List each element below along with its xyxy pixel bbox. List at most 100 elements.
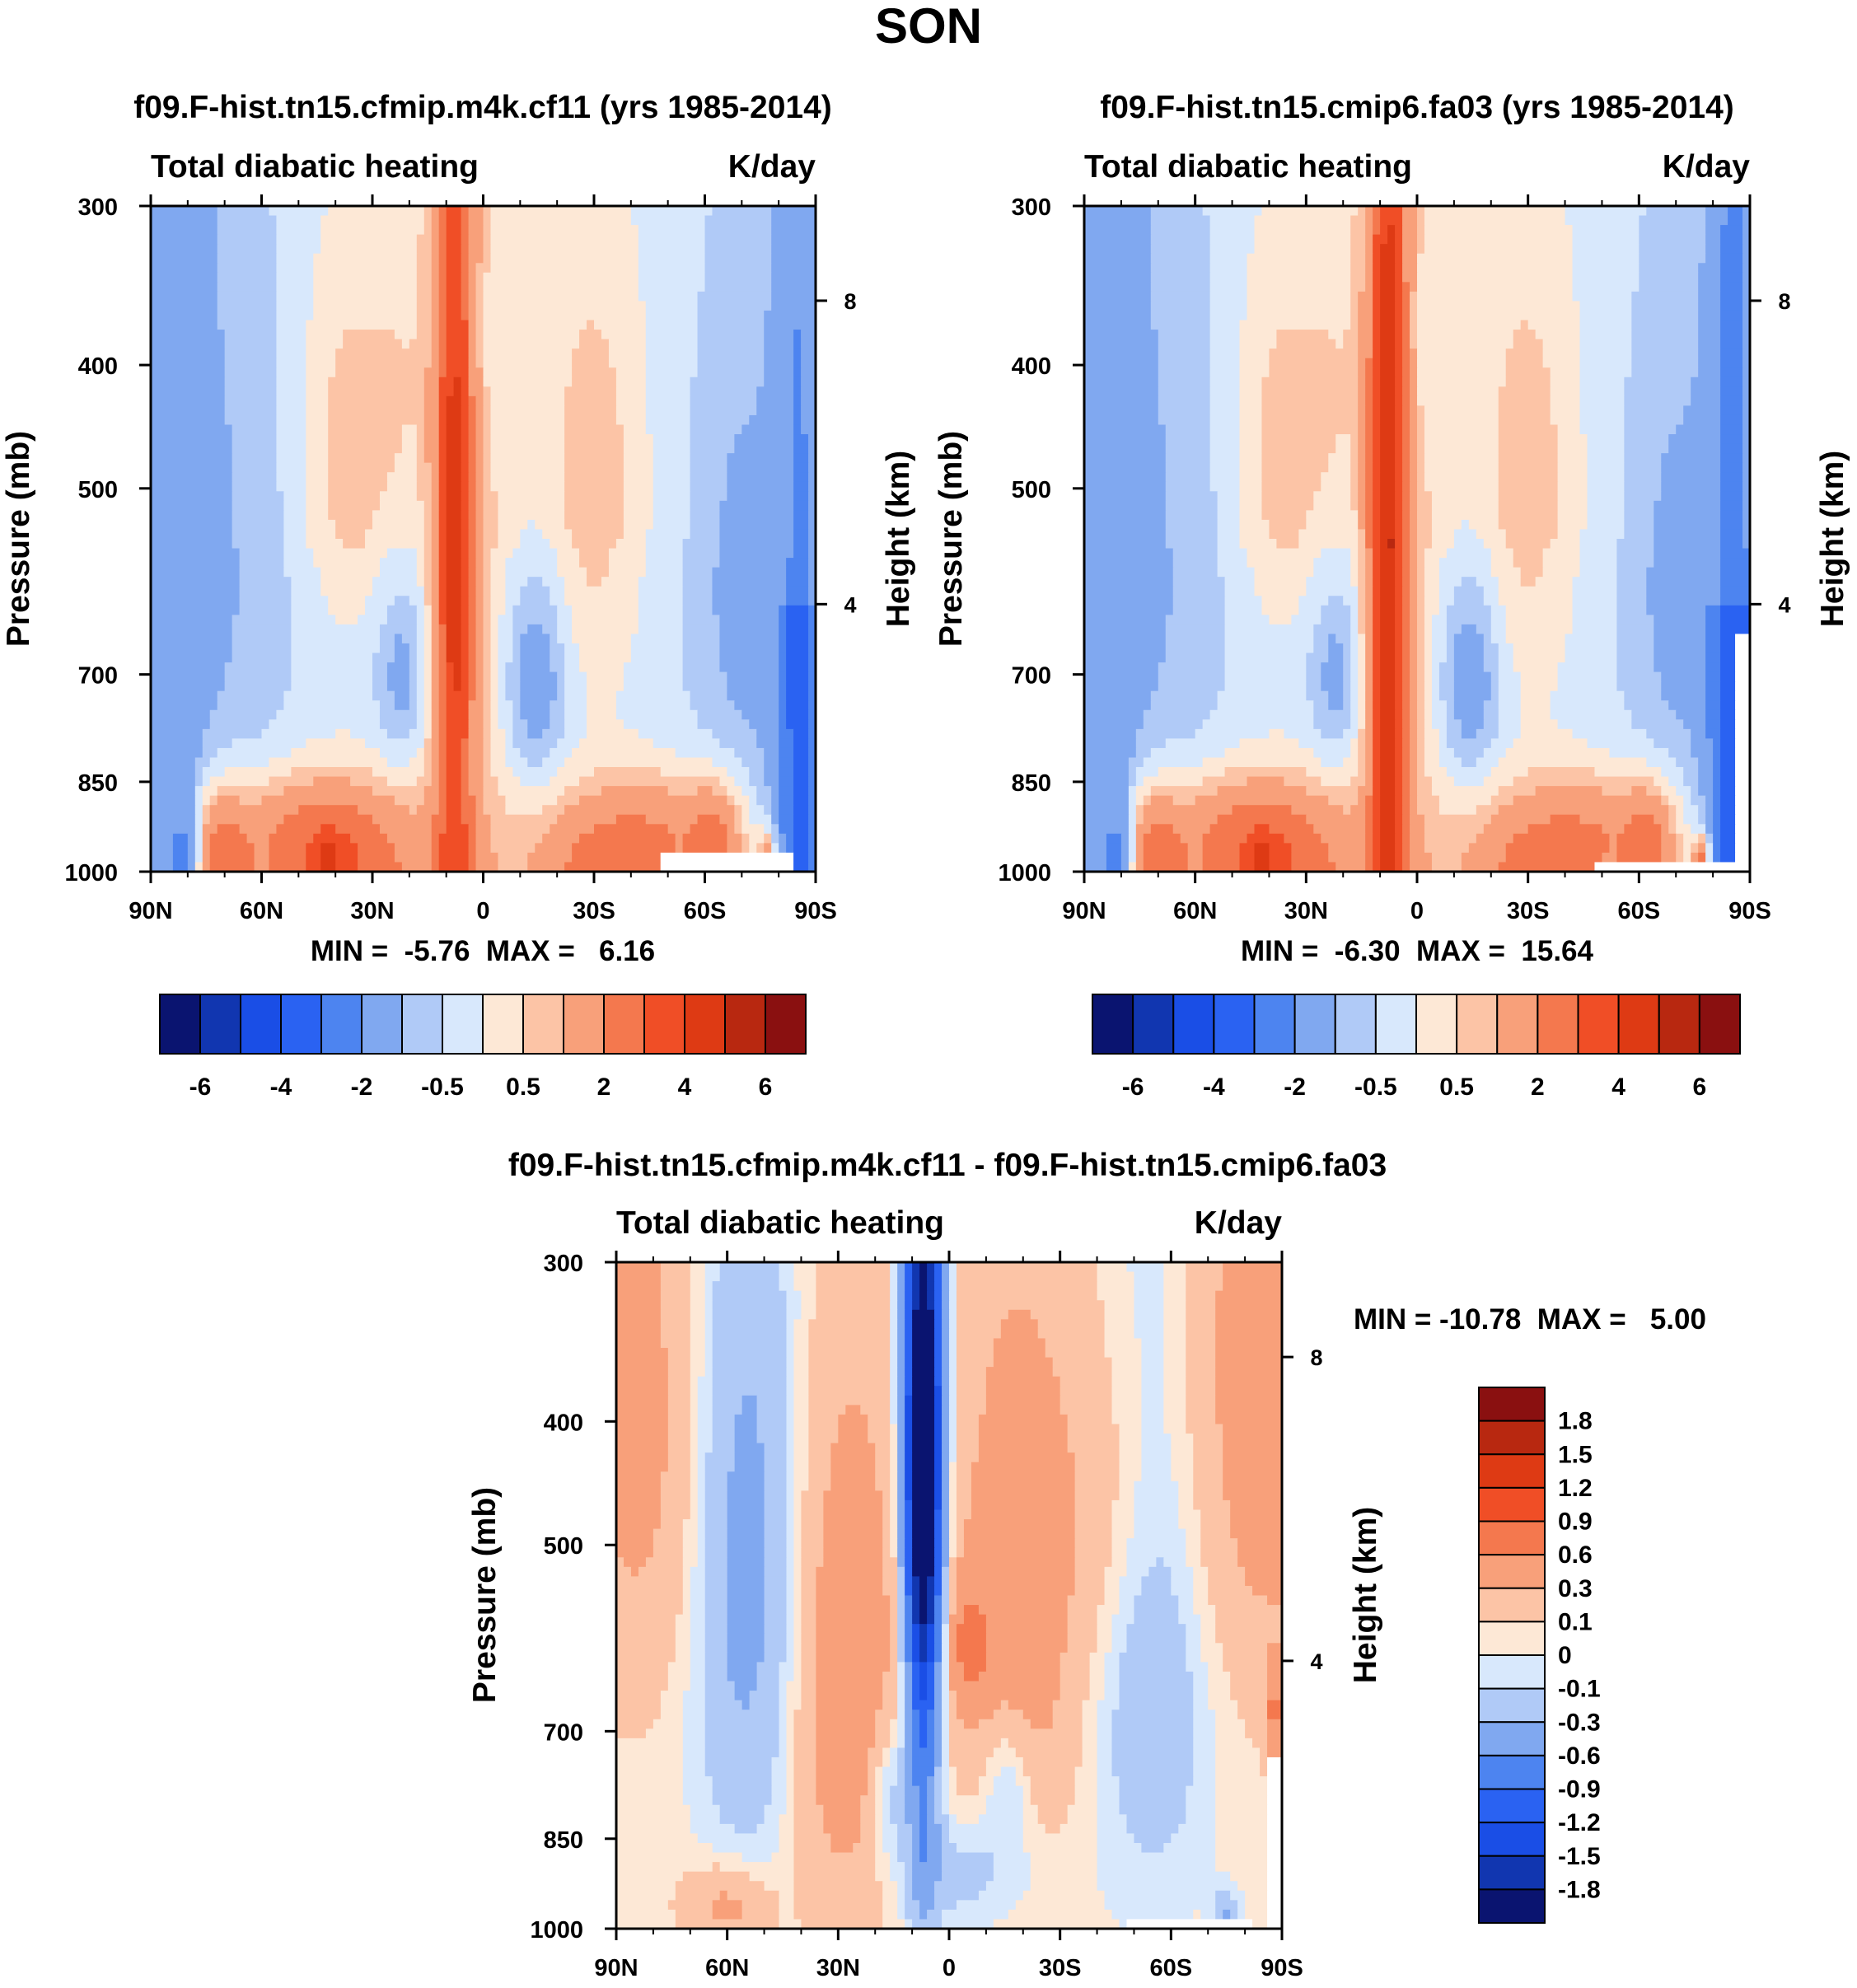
panel-a-colorbar-label: 4 [678,1074,692,1101]
panel-c-contour-cell [985,1624,1069,1635]
panel-c-contour-cell [927,1605,935,1616]
panel-a-contour-cell [483,500,499,511]
panel-a-contour-cell [409,671,418,682]
panel-b-contour-cell [1373,843,1381,854]
panel-b-contour-cell [1417,453,1425,464]
panel-b-contour-cell [1498,577,1522,587]
panel-b-contour-cell [1654,548,1721,559]
panel-b-contour-cell [1417,662,1425,673]
panel-c-contour-cell [808,1386,891,1396]
panel-b-contour-cell [1217,500,1241,511]
panel-a-contour-cell [202,776,211,787]
panel-a-contour-cell [498,671,506,682]
panel-b-contour-cell [1373,234,1388,245]
panel-c-contour-cell [1097,1766,1113,1777]
panel-c-contour-cell [786,1434,795,1444]
panel-b-contour-cell [1106,843,1122,854]
panel-a-contour-cell [653,519,691,531]
panel-c-contour-cell [905,1700,913,1710]
panel-c-contour-cell [704,1462,736,1472]
panel-c-contour-cell [905,1509,913,1520]
panel-c-contour-cell [912,1509,935,1520]
panel-c-contour-cell [919,1795,928,1806]
panel-c-contour-cell [1126,1262,1164,1273]
panel-c-contour-cell [616,1814,691,1825]
panel-b-contour-cell [1373,358,1381,368]
panel-a-contour-cell [779,805,794,816]
panel-b-contour-cell [1172,577,1226,587]
panel-a-contour-cell [793,462,809,473]
panel-a-contour-cell [328,377,425,387]
panel-b-contour-cell [1254,244,1351,255]
panel-a-contour-cell [564,395,617,406]
panel-b-contour-cell [1683,414,1721,426]
panel-c-contour-cell [860,1814,876,1825]
panel-c-contour-cell [897,1538,905,1549]
panel-b-contour-cell [1365,358,1373,368]
panel-c-contour-cell [1163,1328,1186,1340]
panel-a-contour-cell [328,481,388,492]
panel-c-contour-cell [793,1662,802,1672]
panel-c-contour-cell [756,1395,788,1406]
panel-b-contour-cell [1735,843,1750,854]
panel-b-contour-cell [1431,671,1440,682]
panel-a-contour-cell [712,567,787,578]
panel-a-contour-cell [475,519,484,531]
panel-c-contour-cell [1223,1462,1282,1472]
panel-a-contour-cell [239,577,292,587]
panel-c-contour-cell [616,1681,669,1691]
panel-b-contour-cell [1417,395,1499,406]
panel-c-contour-cell [801,1585,816,1597]
panel-b-contour-cell [1350,605,1359,615]
panel-b-contour-cell [1735,824,1750,835]
panel-c-contour-cell [897,1319,905,1330]
panel-c-contour-cell [816,1300,891,1311]
panel-c-contour-cell [1193,1452,1223,1463]
panel-b-contour-cell [1639,272,1699,283]
panel-a-contour-cell [719,500,794,511]
panel-c-contour-cell [1171,1833,1216,1844]
panel-c-contour-cell [890,1624,898,1635]
panel-c-contour-cell [985,1804,1024,1815]
panel-a-contour-cell [431,747,440,759]
panel-b-contour-cell [1527,767,1596,778]
panel-b-contour-cell [1417,272,1574,283]
panel-c-contour-cell [816,1624,891,1635]
panel-a-contour-cell [423,624,433,635]
panel-b-contour-cell [1742,424,1750,435]
panel-c-contour-cell [934,1776,943,1787]
panel-a-contour-cell [343,330,395,340]
panel-b-contour-cell [1476,529,1507,540]
panel-a-contour-cell [468,348,477,359]
panel-c-contour-cell [808,1376,891,1387]
panel-c-contour-cell [1215,1290,1282,1301]
panel-a-contour-cell [276,377,306,387]
panel-c-contour-cell [1237,1710,1268,1720]
panel-c-contour-cell [905,1443,913,1453]
panel-b-colorbar-box [1617,994,1660,1055]
panel-c-contour-cell [1104,1348,1143,1359]
panel-c-contour-cell [934,1480,943,1491]
panel-c-contour-cell [942,1719,950,1729]
panel-a-contour-cell [505,690,521,701]
panel-a-contour-cell [475,653,484,663]
panel-c-contour-cell [905,1309,913,1320]
panel-b-contour-cell [1380,519,1396,531]
panel-b-contour-cell [1720,624,1750,635]
panel-c-contour-cell [801,1300,816,1311]
panel-a-contour-cell [520,690,558,701]
panel-c-contour-cell [919,1271,928,1282]
panel-a-contour-cell [461,491,470,502]
panel-c-contour-cell [912,1471,935,1482]
panel-a-contour-cell [320,234,418,245]
panel-a-contour-cell [756,405,794,416]
panel-a-contour-cell [490,624,499,635]
panel-a-contour-cell [490,728,506,739]
panel-b-contour-cell [1431,719,1448,730]
panel-b-contour-cell [1350,481,1359,492]
panel-c-contour-cell [949,1691,957,1701]
panel-a-contour-cell [416,481,433,492]
panel-b-contour-cell [1172,548,1219,559]
panel-a-contour-cell [682,624,721,635]
panel-c-contour-cell [616,1528,654,1539]
